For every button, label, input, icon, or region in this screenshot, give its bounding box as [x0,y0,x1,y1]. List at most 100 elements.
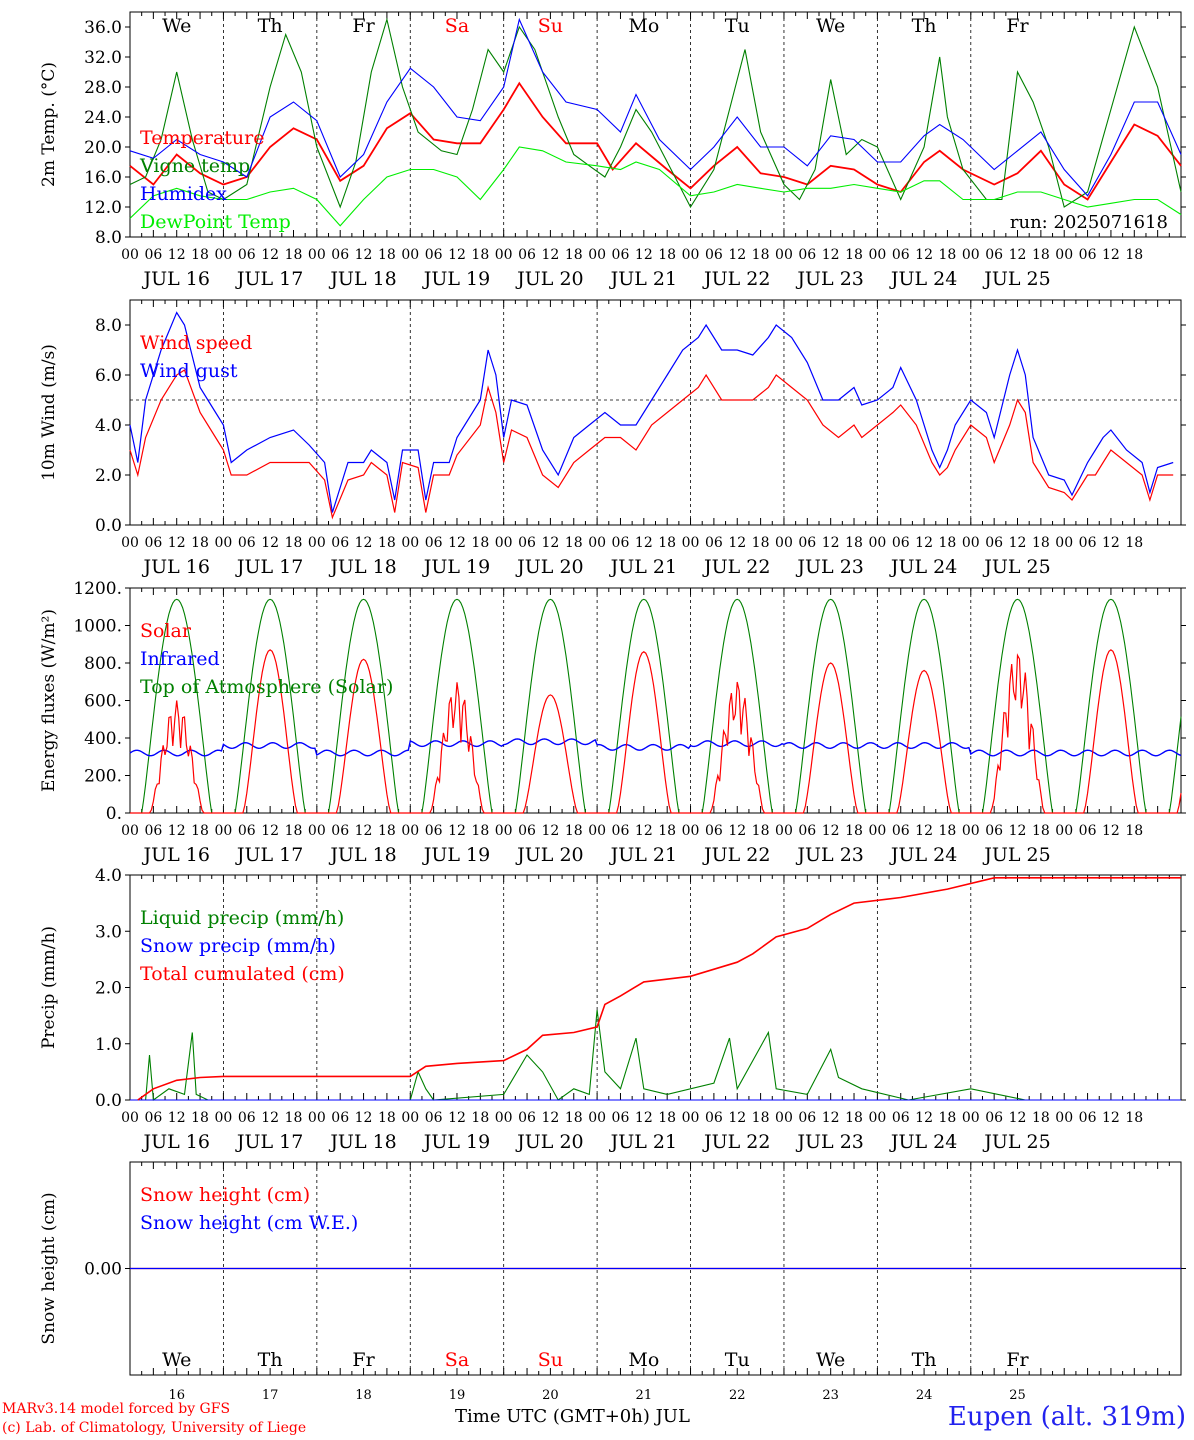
hour-tick-label: 06 [705,823,723,839]
hour-tick-label: 00 [588,247,606,263]
hour-tick-label: 18 [378,535,396,551]
time-axis-label: Time UTC (GMT+0h) JUL [455,1406,690,1427]
day-number: 16 [168,1388,185,1400]
y-tick-label: 8.0 [95,316,122,336]
hour-tick-label: 18 [191,247,209,263]
hour-tick-label: 18 [658,535,676,551]
hour-tick-label: 12 [728,823,746,839]
date-label: JUL 16 [141,844,209,866]
hour-tick-label: 12 [355,247,373,263]
weekday-label-top: Sa [445,15,469,37]
series-line-infrared [129,738,1182,757]
hour-tick-label: 00 [1055,1110,1073,1126]
hour-tick-label: 12 [448,535,466,551]
legend-label: Infrared [140,648,220,670]
hour-tick-label: 18 [658,823,676,839]
hour-tick-label: 12 [355,823,373,839]
hour-tick-label: 18 [939,247,957,263]
hour-tick-label: 06 [1079,535,1097,551]
day-number: 25 [1009,1388,1026,1400]
hour-tick-label: 12 [1102,535,1120,551]
hour-tick-label: 00 [495,247,513,263]
hour-tick-label: 12 [1102,247,1120,263]
hour-tick-label: 12 [635,535,653,551]
hour-tick-label: 00 [775,247,793,263]
date-label: JUL 22 [702,1131,770,1153]
y-tick-label: 6.0 [95,366,122,386]
hour-tick-label: 12 [635,1110,653,1126]
hour-tick-label: 00 [121,247,139,263]
date-label: JUL 25 [982,844,1050,866]
hour-tick-label: 06 [705,247,723,263]
hour-tick-label: 12 [261,1110,279,1126]
lab-credit: (c) Lab. of Climatology, University of L… [2,1420,307,1436]
legend-label: Vigne temp [139,155,250,177]
day-number: 17 [262,1388,279,1400]
hour-tick-label: 06 [798,823,816,839]
day-number: 24 [916,1388,933,1400]
weekday-label-top: We [162,15,191,37]
panel-frame [129,11,1182,238]
hour-tick-label: 00 [308,247,326,263]
hour-tick-label: 18 [1032,1110,1050,1126]
hour-tick-label: 00 [682,247,700,263]
series-line-humidex [129,17,1182,197]
hour-tick-label: 00 [868,1110,886,1126]
hour-tick-label: 12 [822,247,840,263]
hour-tick-label: 00 [682,1110,700,1126]
hour-tick-label: 00 [215,1110,233,1126]
hour-tick-label: 12 [168,535,186,551]
panel-frame [129,299,1182,526]
hour-tick-label: 12 [1102,1110,1120,1126]
hour-tick-label: 06 [238,247,256,263]
day-number: 21 [636,1388,653,1400]
hour-tick-label: 12 [915,535,933,551]
hour-tick-label: 00 [495,823,513,839]
hour-tick-label: 12 [355,535,373,551]
hour-tick-label: 18 [1032,823,1050,839]
date-label: JUL 20 [515,268,583,290]
panel-1 [125,11,1186,238]
hour-tick-label: 06 [518,1110,536,1126]
hour-tick-label: 18 [191,1110,209,1126]
model-credit: MARv3.14 model forced by GFS [2,1401,231,1417]
hour-tick-label: 06 [331,247,349,263]
hour-tick-label: 00 [215,247,233,263]
hour-tick-label: 06 [331,535,349,551]
hour-tick-label: 00 [775,535,793,551]
hour-tick-label: 06 [1079,247,1097,263]
legend-label: Snow height (cm) [140,1184,310,1206]
hour-tick-label: 12 [168,1110,186,1126]
hour-tick-label: 06 [238,823,256,839]
date-label: JUL 18 [328,1131,396,1153]
y-tick-label: 0.0 [95,1091,122,1111]
hour-tick-label: 18 [939,823,957,839]
weekday-label-top: Tu [725,15,750,37]
hour-tick-label: 06 [705,1110,723,1126]
date-label: JUL 16 [141,556,209,578]
hour-tick-label: 18 [658,1110,676,1126]
hour-tick-label: 18 [1125,823,1143,839]
hour-tick-label: 18 [752,247,770,263]
legend-label: Wind gust [140,360,238,382]
hour-tick-label: 18 [1032,247,1050,263]
y-tick-label: 400. [84,729,122,749]
hour-tick-label: 18 [1032,535,1050,551]
day-number: 20 [542,1388,559,1400]
hour-tick-label: 06 [985,535,1003,551]
hour-tick-label: 18 [378,1110,396,1126]
hour-tick-label: 18 [191,535,209,551]
date-label: JUL 24 [889,268,957,290]
hour-tick-label: 12 [822,1110,840,1126]
hour-tick-label: 06 [331,1110,349,1126]
hour-tick-label: 06 [1079,823,1097,839]
hour-tick-label: 18 [845,823,863,839]
y-tick-label: 24.0 [84,108,122,128]
weekday-label-bottom: Fr [1006,1349,1029,1371]
hour-tick-label: 18 [565,535,583,551]
hour-tick-label: 12 [1009,1110,1027,1126]
y-tick-label: 2.0 [95,466,122,486]
hour-tick-label: 06 [1079,1110,1097,1126]
hour-tick-label: 00 [682,535,700,551]
hour-tick-label: 06 [985,247,1003,263]
